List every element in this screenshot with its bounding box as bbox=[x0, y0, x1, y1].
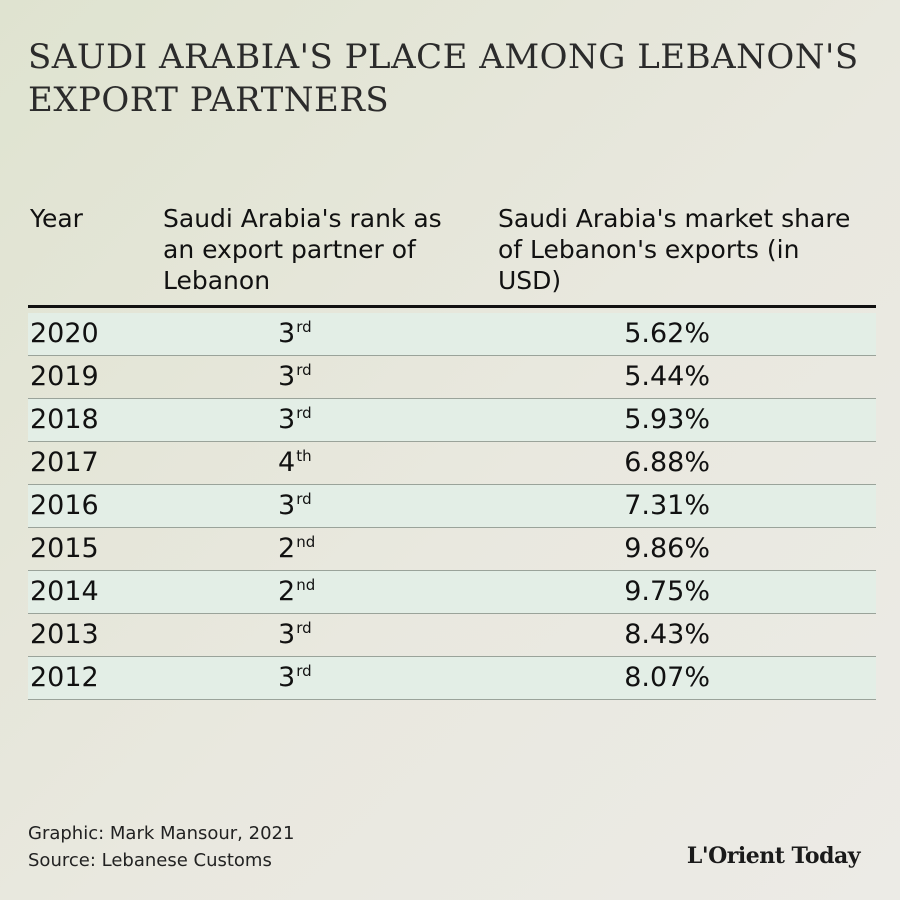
source-credit: Source: Lebanese Customs bbox=[28, 850, 272, 871]
rank-suffix: rd bbox=[296, 361, 312, 379]
share-cell: 9.75% bbox=[624, 576, 710, 607]
rank-number: 3 bbox=[278, 619, 296, 650]
rank-cell: 3rd bbox=[278, 657, 312, 702]
rank-number: 4 bbox=[278, 447, 296, 478]
year-cell: 2012 bbox=[30, 662, 99, 693]
column-header-share: Saudi Arabia's market share of Lebanon's… bbox=[498, 204, 851, 295]
rank-cell: 3rd bbox=[278, 399, 312, 444]
share-cell: 5.93% bbox=[624, 404, 710, 435]
share-cell: 8.07% bbox=[624, 662, 710, 693]
rank-cell: 4th bbox=[278, 442, 312, 487]
header-rule bbox=[28, 305, 876, 308]
rank-number: 3 bbox=[278, 404, 296, 435]
share-cell: 5.44% bbox=[624, 361, 710, 392]
year-cell: 2016 bbox=[30, 490, 99, 521]
share-cell: 5.62% bbox=[624, 318, 710, 349]
share-cell: 9.86% bbox=[624, 533, 710, 564]
graphic-credit: Graphic: Mark Mansour, 2021 bbox=[28, 823, 295, 844]
year-cell: 2017 bbox=[30, 447, 99, 478]
column-header-year: Year bbox=[30, 204, 83, 233]
table-row: 2019 3rd 5.44% bbox=[28, 356, 876, 399]
rank-cell: 3rd bbox=[278, 485, 312, 530]
rank-number: 3 bbox=[278, 662, 296, 693]
table-row: 2018 3rd 5.93% bbox=[28, 399, 876, 442]
rank-cell: 3rd bbox=[278, 313, 312, 358]
rank-suffix: rd bbox=[296, 619, 312, 637]
year-cell: 2020 bbox=[30, 318, 99, 349]
rank-suffix: rd bbox=[296, 318, 312, 336]
rank-cell: 3rd bbox=[278, 356, 312, 401]
table-row: 2020 3rd 5.62% bbox=[28, 313, 876, 356]
table-row: 2012 3rd 8.07% bbox=[28, 657, 876, 700]
rank-number: 2 bbox=[278, 533, 296, 564]
table-row: 2013 3rd 8.43% bbox=[28, 614, 876, 657]
share-cell: 7.31% bbox=[624, 490, 710, 521]
year-cell: 2019 bbox=[30, 361, 99, 392]
rank-suffix: nd bbox=[296, 576, 316, 594]
table-row: 2016 3rd 7.31% bbox=[28, 485, 876, 528]
chart-title: SAUDI ARABIA'S PLACE AMONG LEBANON'S EXP… bbox=[28, 37, 859, 120]
rank-suffix: rd bbox=[296, 662, 312, 680]
rank-suffix: rd bbox=[296, 404, 312, 422]
rank-cell: 3rd bbox=[278, 614, 312, 659]
share-cell: 6.88% bbox=[624, 447, 710, 478]
rank-number: 3 bbox=[278, 361, 296, 392]
table-row: 2014 2nd 9.75% bbox=[28, 571, 876, 614]
publisher-logo: L'Orient Today bbox=[686, 843, 861, 869]
table-row: 2015 2nd 9.86% bbox=[28, 528, 876, 571]
rank-number: 3 bbox=[278, 318, 296, 349]
year-cell: 2014 bbox=[30, 576, 99, 607]
rank-suffix: rd bbox=[296, 490, 312, 508]
share-cell: 8.43% bbox=[624, 619, 710, 650]
table-row: 2017 4th 6.88% bbox=[28, 442, 876, 485]
rank-suffix: th bbox=[296, 447, 312, 465]
rank-number: 2 bbox=[278, 576, 296, 607]
rank-suffix: nd bbox=[296, 533, 316, 551]
year-cell: 2013 bbox=[30, 619, 99, 650]
rank-cell: 2nd bbox=[278, 571, 315, 616]
data-table: 2020 3rd 5.62% 2019 3rd 5.44% 2018 3rd 5.93% 2017… bbox=[28, 313, 876, 700]
year-cell: 2015 bbox=[30, 533, 99, 564]
rank-cell: 2nd bbox=[278, 528, 315, 573]
rank-number: 3 bbox=[278, 490, 296, 521]
column-header-rank: Saudi Arabia's rank as an export partner… bbox=[163, 204, 442, 295]
year-cell: 2018 bbox=[30, 404, 99, 435]
